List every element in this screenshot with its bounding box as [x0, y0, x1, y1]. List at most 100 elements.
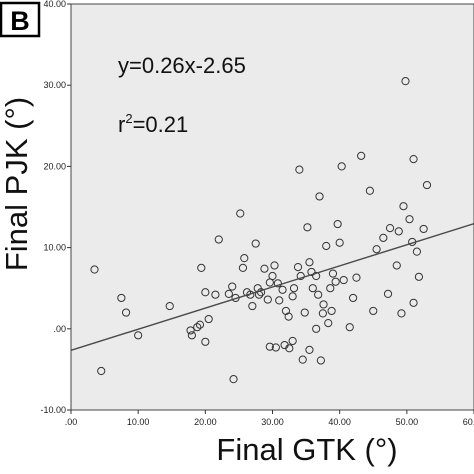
- data-point: [303, 223, 312, 232]
- data-point: [248, 301, 257, 311]
- r-squared-superscript: 2: [125, 111, 132, 126]
- data-point: [312, 324, 321, 333]
- data-point: [327, 306, 336, 316]
- data-point: [331, 277, 340, 286]
- y-tick-label: .00: [53, 324, 66, 334]
- data-point: [328, 269, 338, 278]
- r-squared-letter: r: [118, 112, 125, 137]
- data-point: [372, 245, 381, 254]
- regression-line: [70, 222, 474, 351]
- data-point: [204, 314, 213, 324]
- data-point: [236, 209, 245, 218]
- data-point: [90, 265, 99, 274]
- data-point: [285, 344, 294, 353]
- data-point: [201, 288, 210, 297]
- data-point: [345, 323, 354, 332]
- data-point: [392, 261, 401, 270]
- r-squared-value: =0.21: [133, 112, 189, 137]
- axis-ticks: -10.00 .00 10.00 20.00 30.00 40.00 .00 10.00 20.…: [40, 0, 474, 427]
- data-point: [195, 320, 205, 329]
- data-point: [197, 263, 206, 272]
- data-point: [97, 366, 106, 376]
- data-point: [412, 247, 422, 256]
- data-point: [349, 293, 358, 303]
- data-point: [187, 331, 196, 340]
- y-tick-label: 30.00: [43, 80, 66, 90]
- x-tick-label: 10.00: [127, 417, 150, 427]
- y-axis-title: Final PJK (°): [0, 97, 34, 271]
- data-point: [315, 192, 324, 201]
- data-point: [401, 77, 410, 86]
- x-tick-label: 40.00: [328, 417, 351, 427]
- data-point: [278, 285, 287, 294]
- data-point: [399, 202, 408, 211]
- data-point: [305, 258, 314, 267]
- data-point: [298, 355, 307, 364]
- data-point: [369, 306, 378, 316]
- y-tick-label: 40.00: [43, 0, 66, 9]
- data-point: [305, 345, 314, 355]
- y-tick-label: -10.00: [40, 405, 66, 415]
- data-point: [228, 282, 237, 291]
- x-tick-label: 50.00: [396, 417, 419, 427]
- panel-label-box: [0, 1, 41, 38]
- data-point: [296, 271, 305, 281]
- data-point: [397, 309, 406, 318]
- data-point: [251, 239, 260, 248]
- data-point: [394, 227, 403, 236]
- data-point: [260, 264, 269, 273]
- data-point: [211, 290, 220, 299]
- data-point: [214, 235, 223, 244]
- y-tick-label: 10.00: [43, 243, 66, 253]
- x-tick-label: 60.00: [463, 417, 474, 427]
- panel-label: B: [10, 6, 30, 36]
- data-point: [409, 154, 418, 164]
- data-point: [316, 356, 325, 365]
- data-point: [405, 215, 414, 224]
- data-point: [379, 233, 388, 242]
- x-tick-label: 20.00: [194, 417, 217, 427]
- data-point: [409, 298, 418, 307]
- y-tick-label: 20.00: [43, 161, 66, 171]
- data-point: [308, 284, 317, 293]
- data-point: [273, 279, 282, 288]
- data-point: [314, 290, 323, 299]
- data-point: [288, 292, 297, 301]
- data-point: [300, 308, 309, 317]
- data-point: [293, 262, 303, 272]
- r-squared-annotation: r2=0.21: [118, 111, 188, 137]
- data-point: [193, 323, 202, 332]
- data-point: [288, 336, 297, 346]
- data-point: [270, 261, 279, 270]
- data-point: [289, 284, 299, 293]
- data-point: [307, 267, 316, 277]
- data-point: [337, 162, 346, 171]
- data-point: [165, 301, 174, 311]
- data-point: [365, 186, 374, 195]
- data-point: [326, 284, 335, 293]
- data-point: [263, 295, 272, 304]
- data-point: [295, 165, 304, 174]
- data-point: [312, 271, 321, 281]
- data-point: [229, 375, 238, 384]
- x-axis-title: Final GTK (°): [216, 432, 397, 467]
- data-point: [240, 254, 249, 263]
- data-point: [333, 219, 342, 229]
- data-point: [238, 263, 248, 272]
- data-point: [352, 273, 361, 282]
- data-point: [284, 312, 293, 321]
- x-tick-label: 30.00: [261, 417, 284, 427]
- data-point: [117, 293, 126, 303]
- data-point: [385, 224, 395, 233]
- data-point: [322, 241, 331, 251]
- data-point: [134, 331, 143, 340]
- data-point: [186, 326, 195, 335]
- data-point: [271, 343, 280, 352]
- regression-equation: y=0.26x-2.65: [118, 53, 246, 78]
- data-point: [268, 271, 277, 281]
- data-point: [224, 289, 233, 298]
- data-point: [383, 289, 393, 298]
- x-tick-label: .00: [65, 417, 78, 427]
- data-point: [419, 224, 428, 234]
